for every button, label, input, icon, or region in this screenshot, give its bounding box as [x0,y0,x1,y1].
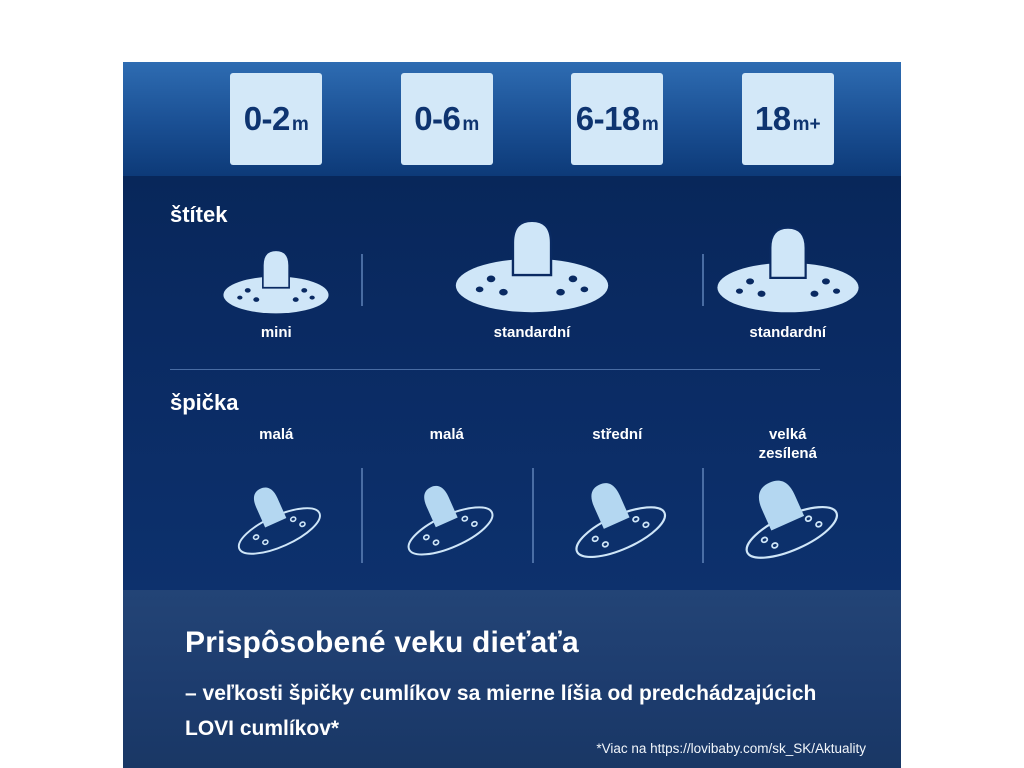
tip-item-small-1 [191,461,362,575]
age-label: 6-18 m [576,100,659,138]
tip-size-label: střední [592,426,643,443]
footer-band: Prispôsobené veku dieťaťa – veľkosti špi… [123,590,901,768]
age-column-3: 6-18 m [532,62,703,176]
pacifier-tip-large-icon [727,470,849,567]
age-tile-0-2m: 0-2 m [230,73,323,165]
pacifier-shield-standard-icon [451,216,613,316]
footer-subtitle-line2: LOVI cumlíkov* [185,717,340,740]
tip-size-label: velká zesílená [758,426,817,462]
shield-item-standard-1: standardní [362,216,703,343]
age-label: 18 m+ [755,100,821,138]
pacifier-tip-small-icon [221,475,331,562]
tip-size-label: malá [429,426,464,443]
vertical-divider [361,468,363,563]
age-unit: m+ [792,114,821,135]
tip-section-label: špička [170,390,239,415]
age-value: 18 [754,100,791,137]
age-column-4: 18 m+ [703,62,874,176]
tip-item-small-2 [362,461,533,575]
pacifier-tip-medium-icon [557,471,677,566]
pacifier-shield-standard-icon [713,223,863,316]
tip-item-large [703,461,874,575]
shield-size-label: standardní [749,324,827,341]
vertical-divider [361,254,363,306]
tip-item-medium [532,461,703,575]
age-label: 0-2 m [244,100,309,138]
age-column-2: 0-6 m [362,62,533,176]
comparison-band: štítek [123,176,901,590]
tip-size-label: malá [259,426,294,443]
shield-section-label: štítek [170,202,228,227]
age-tile-6-18m: 6-18 m [571,73,664,165]
age-unit: m [462,114,480,135]
shield-item-mini: mini [191,216,362,343]
pacifier-infographic: 0-2 m 0-6 m 6-18 m [123,0,901,768]
shield-item-standard-2: standardní [703,216,874,343]
age-unit: m [641,114,659,135]
footnote-url: *Viac na https://lovibaby.com/sk_SK/Aktu… [596,741,866,756]
age-value: 6-18 [575,100,641,137]
age-tile-0-6m: 0-6 m [400,73,493,165]
footer-title: Prispôsobené veku dieťaťa [185,626,579,659]
age-value: 0-6 [414,100,461,137]
vertical-divider [532,468,534,563]
age-value: 0-2 [243,100,291,137]
age-band: 0-2 m 0-6 m 6-18 m [123,62,901,176]
tip-label-row: malá malá střední velká zesílená [191,426,873,464]
shield-size-label: mini [260,324,292,341]
vertical-divider [702,468,704,563]
pacifier-shield-mini-icon [220,247,332,316]
footer-subtitle-line1: – veľkosti špičky cumlíkov sa mierne líš… [185,682,817,705]
age-unit: m [291,114,309,135]
vertical-divider [702,254,704,306]
shield-size-label: standardní [493,324,571,341]
tip-row [191,461,873,575]
age-column-1: 0-2 m [191,62,362,176]
horizontal-divider [170,369,820,370]
age-label: 0-6 m [414,100,479,138]
pacifier-tip-small-icon [390,473,504,563]
age-tile-18m-plus: 18 m+ [741,73,834,165]
shield-row: mini [191,216,873,341]
